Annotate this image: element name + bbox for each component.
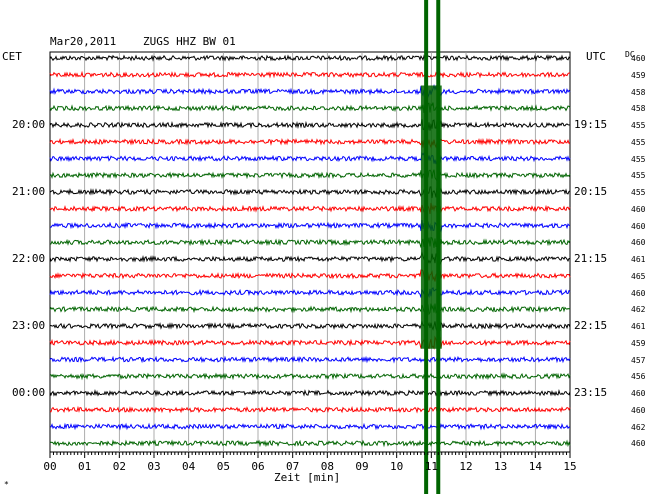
x-tick-label: 07 (286, 460, 299, 473)
x-tick-label: 04 (182, 460, 196, 473)
event-burst (420, 85, 442, 349)
x-tick-label: 03 (147, 460, 160, 473)
x-tick-label: 08 (321, 460, 334, 473)
dc-offset-label: 460 (631, 288, 646, 298)
right-time-label: 19:15 (574, 118, 608, 131)
dc-offset-label: 462 (631, 422, 646, 432)
x-tick-label: 05 (217, 460, 230, 473)
trace-line (49, 355, 571, 364)
trace-line (49, 119, 571, 131)
trace-line (49, 151, 571, 166)
trace-line (49, 251, 571, 266)
left-time-label: 21:00 (12, 185, 46, 198)
trace-line (49, 102, 571, 116)
x-tick-label: 10 (390, 460, 403, 473)
x-tick-label: 00 (43, 460, 56, 473)
left-time-label: 20:00 (12, 118, 46, 131)
trace-line (49, 70, 570, 79)
trace-line (49, 439, 571, 448)
dc-offset-label: 457 (631, 355, 646, 365)
dc-offset-label: 460 (631, 405, 646, 415)
x-tick-label: 01 (78, 460, 91, 473)
dc-offset-label: 460 (631, 204, 646, 214)
trace-line (49, 422, 571, 431)
x-tick-label: 12 (459, 460, 472, 473)
x-tick-label: 11 (425, 460, 438, 473)
trace-line (49, 169, 571, 183)
right-time-label: 22:15 (574, 319, 608, 332)
dc-offset-label: 455 (631, 154, 646, 164)
header-date: Mar20,2011 (50, 35, 117, 48)
trace-line (49, 286, 571, 299)
event-markers (420, 0, 442, 494)
dc-offset-label: 455 (631, 171, 646, 181)
trace-line (50, 219, 571, 233)
left-axis-label: CET (2, 50, 22, 63)
trace-line (49, 202, 571, 214)
x-axis: 00 01 02 03 04 05 06 07 08 09 10 11 12 13 14 15 (43, 452, 577, 473)
dc-offset-label: 456 (631, 372, 646, 382)
x-tick-label: 15 (563, 460, 576, 473)
x-tick-label: 09 (355, 460, 368, 473)
x-tick-label: 14 (529, 460, 543, 473)
dc-offset-label: 455 (631, 188, 646, 197)
dc-offset-label: 459 (631, 338, 646, 348)
right-time-label: 23:15 (574, 386, 608, 399)
dc-offset-label: 460 (631, 389, 646, 398)
left-time-label: 22:00 (12, 252, 46, 265)
corner-mark: * (4, 480, 9, 489)
trace-line (49, 84, 571, 99)
x-tick-label: 06 (251, 460, 264, 473)
trace-line (49, 235, 571, 248)
right-time-label: 20:15 (574, 185, 608, 198)
trace-line (49, 388, 571, 397)
dc-offset-label: 461 (631, 255, 646, 264)
header-station: ZUGS HHZ BW 01 (143, 35, 236, 48)
dc-offset-label: 460 (631, 221, 646, 231)
trace-line (49, 372, 571, 381)
trace-line (49, 335, 571, 350)
dc-offset-label: 461 (631, 322, 646, 331)
dc-offset-label: 458 (631, 87, 646, 97)
trace-line (49, 302, 571, 316)
trace-line (49, 320, 571, 333)
dc-offset-label: 460 (631, 54, 646, 63)
dc-offset-label: 459 (631, 70, 646, 80)
dc-offset-label: 458 (631, 104, 646, 114)
trace-line (49, 186, 571, 199)
x-tick-label: 02 (113, 460, 126, 473)
dc-offset-label: 462 (631, 305, 646, 315)
trace-line (49, 54, 571, 62)
right-time-label: 21:15 (574, 252, 608, 265)
dc-offset-label: 460 (631, 238, 646, 248)
left-time-label: 23:00 (12, 319, 46, 332)
x-tick-label: 13 (494, 460, 507, 473)
dc-header: DC (625, 50, 635, 59)
right-axis-label: UTC (586, 50, 606, 63)
trace-line (49, 405, 571, 414)
left-time-label: 00:00 (12, 386, 46, 399)
dc-offset-label: 460 (631, 439, 646, 449)
trace-line (49, 135, 571, 149)
dc-offset-label: 455 (631, 137, 646, 147)
dc-offset-label: 465 (631, 271, 646, 281)
x-axis-label: Zeit [min] (274, 471, 341, 484)
trace-line (49, 269, 571, 282)
trace-group (49, 54, 571, 448)
dc-offset-label: 455 (631, 121, 646, 130)
